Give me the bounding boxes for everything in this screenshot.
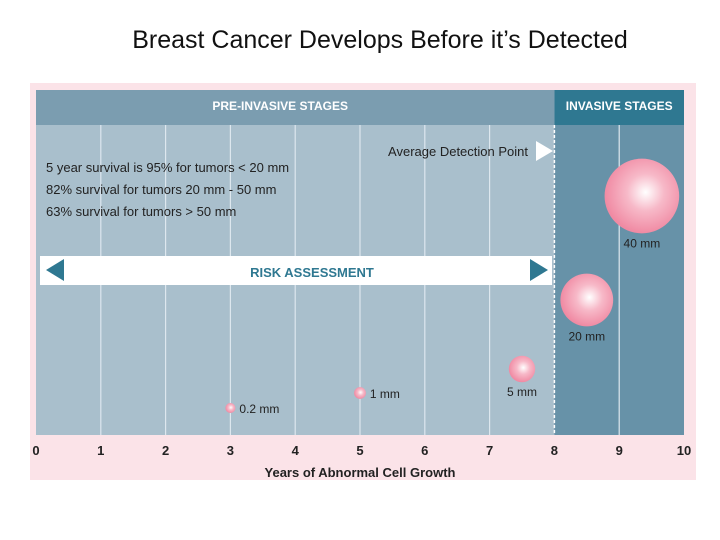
band-label: PRE-INVASIVE STAGES bbox=[212, 99, 348, 113]
tumor-bubble bbox=[560, 273, 614, 327]
x-tick-label: 1 bbox=[97, 443, 104, 458]
slide-title: Breast Cancer Develops Before it’s Detec… bbox=[132, 26, 628, 54]
x-tick-label: 2 bbox=[162, 443, 169, 458]
tumor-size-label: 1 mm bbox=[370, 387, 400, 401]
detection-arrow-icon bbox=[536, 141, 553, 161]
arrow-left-icon bbox=[46, 259, 64, 281]
tumor-bubble bbox=[354, 387, 366, 399]
detection-point-label: Average Detection Point bbox=[388, 144, 528, 159]
risk-assessment-bar bbox=[40, 256, 552, 285]
survival-line: 5 year survival is 95% for tumors < 20 m… bbox=[46, 160, 289, 175]
tumor-size-label: 5 mm bbox=[507, 385, 537, 399]
tumor-size-label: 20 mm bbox=[568, 329, 605, 343]
x-tick-label: 7 bbox=[486, 443, 493, 458]
tumor-bubble bbox=[508, 355, 536, 383]
x-tick-label: 10 bbox=[677, 443, 691, 458]
tumor-size-label: 0.2 mm bbox=[239, 402, 279, 416]
x-tick-label: 9 bbox=[616, 443, 623, 458]
x-tick-label: 5 bbox=[356, 443, 363, 458]
x-tick-label: 8 bbox=[551, 443, 558, 458]
x-tick-label: 6 bbox=[421, 443, 428, 458]
band-header bbox=[36, 90, 555, 125]
x-tick-label: 4 bbox=[292, 443, 300, 458]
tumor-bubble bbox=[604, 158, 680, 234]
tumor-bubble bbox=[225, 403, 236, 413]
x-axis-label: Years of Abnormal Cell Growth bbox=[265, 465, 456, 480]
x-tick-label: 0 bbox=[32, 443, 39, 458]
band-label: INVASIVE STAGES bbox=[566, 99, 673, 113]
x-tick-label: 3 bbox=[227, 443, 234, 458]
tumor-size-label: 40 mm bbox=[624, 236, 661, 250]
survival-line: 63% survival for tumors > 50 mm bbox=[46, 204, 236, 219]
arrow-right-icon bbox=[530, 259, 548, 281]
survival-line: 82% survival for tumors 20 mm - 50 mm bbox=[46, 182, 276, 197]
risk-assessment-label: RISK ASSESSMENT bbox=[250, 265, 374, 280]
band-header bbox=[554, 90, 684, 125]
